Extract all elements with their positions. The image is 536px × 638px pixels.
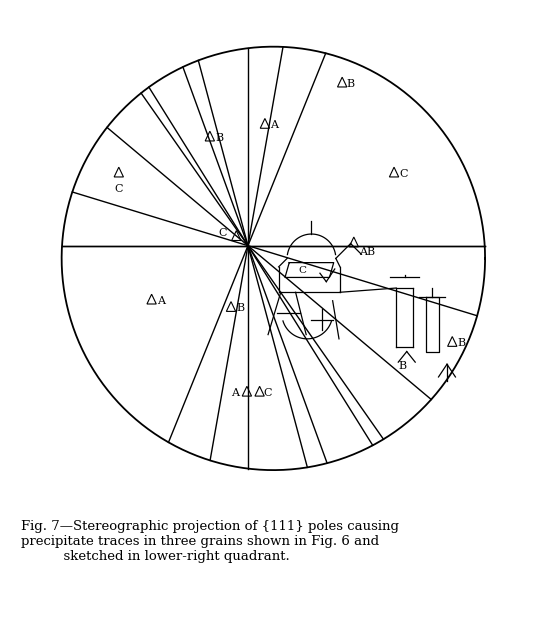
Text: A: A: [157, 296, 165, 306]
Text: C: C: [399, 168, 408, 179]
Text: C: C: [299, 265, 307, 274]
Text: C: C: [264, 388, 272, 398]
Text: Fig. 7—Stereographic projection of {111} poles causing
precipitate traces in thr: Fig. 7—Stereographic projection of {111}…: [21, 520, 399, 563]
Text: B: B: [215, 133, 224, 143]
Text: B: B: [236, 303, 244, 313]
Text: B: B: [346, 78, 354, 89]
Text: A: A: [231, 388, 239, 398]
Text: B: B: [398, 361, 406, 371]
Text: AB: AB: [359, 247, 375, 257]
Text: C: C: [218, 228, 227, 238]
Text: B: B: [458, 338, 466, 348]
Text: C: C: [115, 184, 123, 193]
Text: A: A: [270, 120, 278, 130]
